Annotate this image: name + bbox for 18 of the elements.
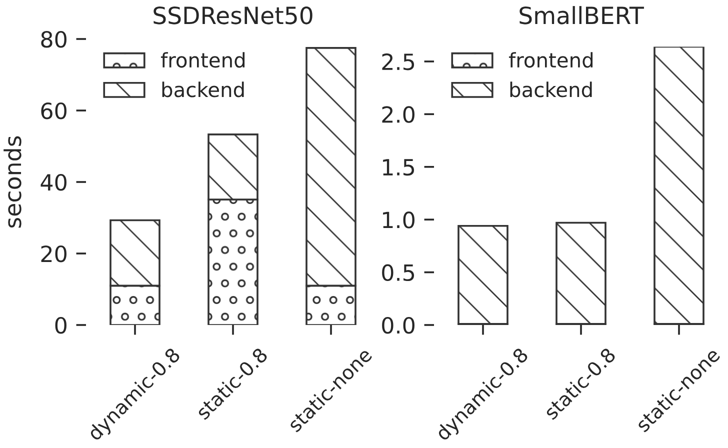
y-tick-label: 60 xyxy=(41,102,66,120)
y-tick-label: 1.0 xyxy=(383,212,414,228)
y-tick-label: 0.5 xyxy=(382,264,414,282)
y-tick-label: 40 xyxy=(40,174,66,191)
legend-label: backend xyxy=(510,82,592,98)
chart-title: SSDResNet50 xyxy=(154,6,312,24)
y-tick-label: 0.0 xyxy=(382,316,414,334)
legend-label: backend xyxy=(162,82,244,98)
legend-label: frontend xyxy=(508,52,593,68)
y-tick-label: 2.0 xyxy=(382,106,414,123)
y-tick-label: 80 xyxy=(41,30,66,48)
y-tick-label: 1.5 xyxy=(383,159,414,176)
y-tick-label: 0 xyxy=(55,316,66,334)
y-tick-label: 2.5 xyxy=(382,53,414,70)
chart-title: SmallBERT xyxy=(520,6,644,24)
legend-label: frontend xyxy=(160,52,245,68)
y-tick-label: 20 xyxy=(41,245,66,262)
y-axis-title: seconds xyxy=(4,136,22,228)
